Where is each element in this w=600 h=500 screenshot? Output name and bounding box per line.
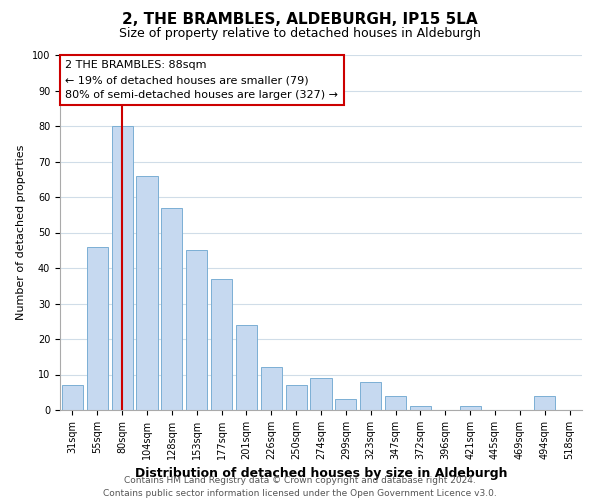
Bar [161, 208, 182, 410]
Bar [534, 396, 555, 410]
X-axis label: Distribution of detached houses by size in Aldeburgh: Distribution of detached houses by size … [135, 468, 507, 480]
Text: 2 THE BRAMBLES: 88sqm
← 19% of detached houses are smaller (79)
80% of semi-deta: 2 THE BRAMBLES: 88sqm ← 19% of detached … [65, 60, 338, 100]
Bar [136, 176, 158, 410]
Bar [385, 396, 406, 410]
Text: Contains HM Land Registry data © Crown copyright and database right 2024.
Contai: Contains HM Land Registry data © Crown c… [103, 476, 497, 498]
Text: 2, THE BRAMBLES, ALDEBURGH, IP15 5LA: 2, THE BRAMBLES, ALDEBURGH, IP15 5LA [122, 12, 478, 28]
Y-axis label: Number of detached properties: Number of detached properties [16, 145, 26, 320]
Bar [236, 325, 257, 410]
Bar [410, 406, 431, 410]
Bar [460, 406, 481, 410]
Bar [211, 278, 232, 410]
Bar [286, 385, 307, 410]
Bar [261, 368, 282, 410]
Bar [310, 378, 332, 410]
Bar [112, 126, 133, 410]
Bar [87, 246, 108, 410]
Bar [186, 250, 207, 410]
Bar [335, 400, 356, 410]
Bar [360, 382, 381, 410]
Bar [62, 385, 83, 410]
Text: Size of property relative to detached houses in Aldeburgh: Size of property relative to detached ho… [119, 28, 481, 40]
